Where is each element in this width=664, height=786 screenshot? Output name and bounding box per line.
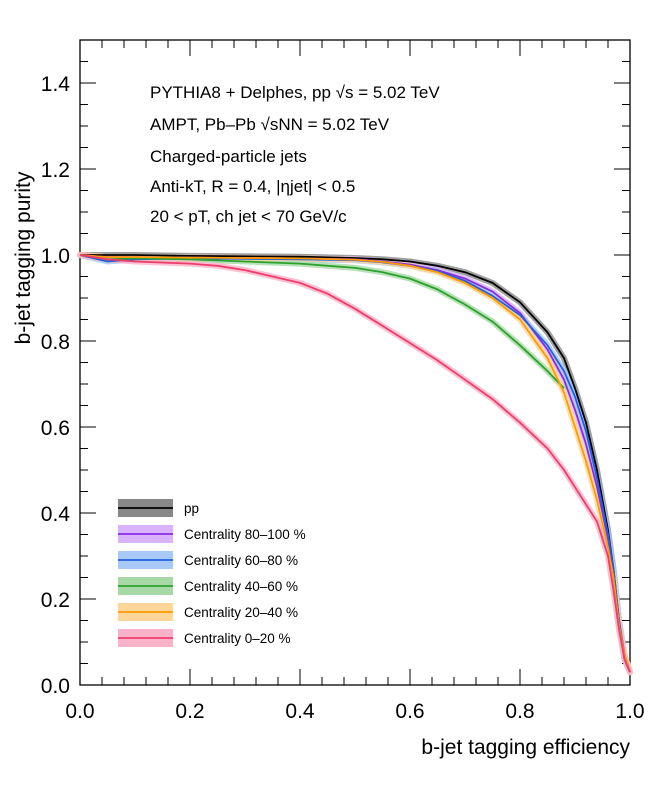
legend-entry: Centrality 0–20 % bbox=[118, 629, 291, 647]
series-lines bbox=[79, 254, 631, 673]
x-tick-labels: 0.0 0.2 0.4 0.6 0.8 1.0 bbox=[65, 700, 644, 723]
x-tick-label: 0.8 bbox=[505, 700, 534, 723]
legend-entry: Centrality 20–40 % bbox=[118, 603, 298, 621]
y-tick-label: 0.4 bbox=[41, 503, 71, 526]
annotation-line2: AMPT, Pb–Pb √sNN = 5.02 TeV bbox=[150, 115, 390, 134]
legend-label: Centrality 20–40 % bbox=[184, 605, 298, 620]
legend-entry: pp bbox=[118, 499, 199, 517]
y-tick-label: 1.4 bbox=[41, 73, 71, 96]
series-line bbox=[79, 254, 565, 389]
legend-entry: Centrality 80–100 % bbox=[118, 525, 306, 543]
y-tick-labels: 0.0 0.2 0.4 0.6 0.8 1.0 1.2 1.4 bbox=[41, 73, 71, 698]
y-tick-label: 0.2 bbox=[41, 589, 70, 612]
y-axis-title: b-jet tagging purity bbox=[12, 171, 35, 344]
y-tick-label: 0.8 bbox=[41, 331, 70, 354]
series-line bbox=[79, 254, 631, 673]
x-tick-label: 0.2 bbox=[175, 700, 204, 723]
axis-ticks bbox=[79, 39, 631, 686]
legend-entry: Centrality 60–80 % bbox=[118, 551, 298, 569]
legend-label: pp bbox=[184, 501, 199, 516]
legend: pp Centrality 80–100 % Centrality 60–80 % C… bbox=[118, 499, 306, 647]
y-tick-label: 1.2 bbox=[41, 159, 70, 182]
x-tick-label: 0.0 bbox=[65, 700, 94, 723]
annotation-line3: Charged-particle jets bbox=[150, 147, 307, 166]
legend-entry: Centrality 40–60 % bbox=[118, 577, 298, 595]
y-tick-label: 1.0 bbox=[41, 245, 70, 268]
annotation-line5: 20 < pT, ch jet < 70 GeV/c bbox=[150, 207, 347, 226]
y-tick-label: 0.0 bbox=[41, 675, 70, 698]
legend-label: Centrality 0–20 % bbox=[184, 631, 291, 646]
annotation-line1: PYTHIA8 + Delphes, pp √s = 5.02 TeV bbox=[150, 83, 440, 102]
series-line bbox=[79, 254, 631, 673]
legend-label: Centrality 40–60 % bbox=[184, 579, 298, 594]
x-tick-label: 1.0 bbox=[615, 700, 644, 723]
annotation-line4: Anti-kT, R = 0.4, |ηjet| < 0.5 bbox=[150, 177, 355, 196]
x-tick-label: 0.4 bbox=[285, 700, 315, 723]
x-tick-label: 0.6 bbox=[395, 700, 424, 723]
legend-label: Centrality 80–100 % bbox=[184, 527, 306, 542]
x-axis-title: b-jet tagging efficiency bbox=[421, 736, 630, 759]
legend-label: Centrality 60–80 % bbox=[184, 553, 298, 568]
y-tick-label: 0.6 bbox=[41, 417, 70, 440]
